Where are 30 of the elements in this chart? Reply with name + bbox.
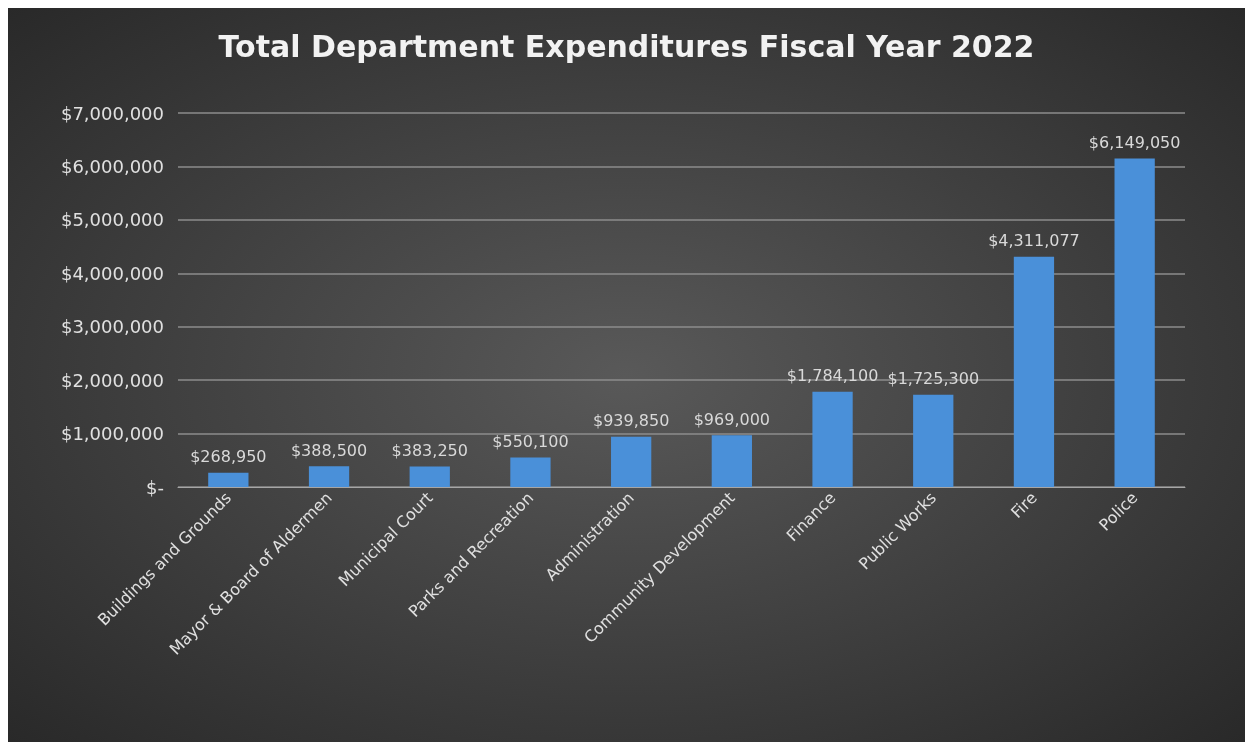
data-label: $939,850 bbox=[592, 411, 670, 431]
data-label: $383,250 bbox=[391, 441, 468, 461]
data-label: $969,000 bbox=[693, 409, 771, 429]
y-tick-label: $7,000,000 bbox=[60, 102, 164, 124]
y-tick-label: $2,000,000 bbox=[60, 369, 164, 391]
bar bbox=[308, 466, 350, 487]
bar bbox=[812, 391, 853, 487]
y-tick-label: $4,000,000 bbox=[60, 262, 164, 284]
chart-title: Total Department Expenditures Fiscal Year 2022 bbox=[218, 28, 1035, 64]
bar bbox=[711, 435, 752, 487]
y-tick-label: $- bbox=[146, 476, 164, 498]
bar bbox=[611, 436, 652, 487]
bar bbox=[510, 457, 551, 487]
y-tick-label: $6,000,000 bbox=[60, 155, 164, 177]
data-label: $268,950 bbox=[190, 447, 267, 467]
bar bbox=[1114, 158, 1155, 487]
y-tick-label: $5,000,000 bbox=[60, 209, 164, 231]
bar bbox=[913, 394, 954, 487]
y-tick-label: $1,000,000 bbox=[60, 423, 164, 445]
x-tick-label: Fire bbox=[1007, 488, 1041, 522]
data-label: $550,100 bbox=[492, 432, 569, 452]
data-label: $6,149,050 bbox=[1088, 132, 1181, 152]
data-label: $388,500 bbox=[290, 440, 368, 460]
data-label: $1,784,100 bbox=[786, 366, 879, 386]
bar bbox=[409, 466, 450, 487]
y-tick-label: $3,000,000 bbox=[60, 316, 164, 338]
data-label: $4,311,077 bbox=[988, 231, 1080, 251]
bar bbox=[208, 472, 249, 487]
data-label: $1,725,300 bbox=[887, 369, 980, 389]
bar bbox=[1013, 256, 1055, 487]
